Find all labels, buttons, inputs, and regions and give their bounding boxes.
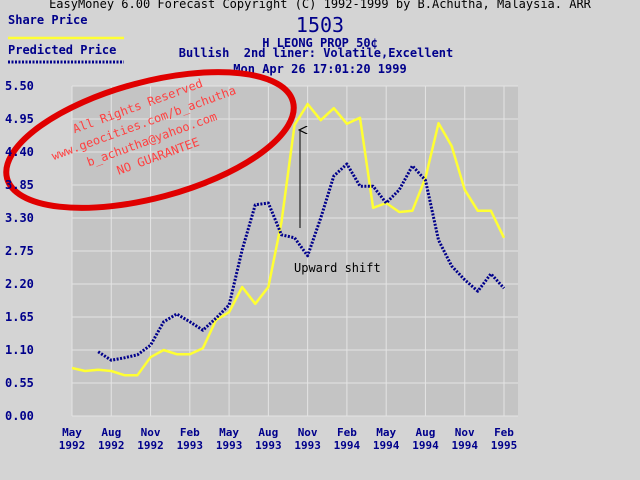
- stamp: [3, 69, 297, 211]
- legend-label: Share Price: [8, 13, 87, 27]
- x-tick-label: May 1992: [58, 426, 86, 452]
- header: EasyMoney 6.00 Forecast Copyright (C) 19…: [49, 0, 592, 11]
- subtitle: H LEONG PROP 50¢: [262, 36, 378, 50]
- y-tick-label: 0.00: [5, 409, 34, 423]
- x-tick-label: Feb 1994: [333, 426, 361, 452]
- x-tick-label: Aug 1994: [412, 426, 439, 452]
- legend-label: Predicted Price: [8, 43, 116, 57]
- x-tick-label: May 1993: [215, 426, 243, 452]
- y-tick-label: 0.55: [5, 376, 34, 390]
- stamp-ellipse: [3, 69, 297, 211]
- subtitle: Mon Apr 26 17:01:20 1999: [233, 62, 406, 76]
- x-tick-label: Nov 1993: [294, 426, 321, 452]
- x-tick-label: Feb 1995: [490, 426, 518, 452]
- x-tick-label: Aug 1993: [255, 426, 282, 452]
- x-tick-label: Nov 1992: [137, 426, 164, 452]
- annotation: Upward shift: [294, 261, 381, 275]
- y-tick-label: 5.50: [5, 79, 34, 93]
- subtitle: Bullish 2nd liner: Volatile,Excellent: [179, 46, 454, 60]
- y-tick-label: 4.40: [5, 145, 34, 159]
- y-tick-label: 4.95: [5, 112, 34, 126]
- series-line: [97, 162, 506, 362]
- y-tick-label: 2.75: [5, 244, 34, 258]
- chart-title: 1503: [296, 13, 344, 37]
- y-tick-label: 3.30: [5, 211, 34, 225]
- x-tick-label: Aug 1992: [98, 426, 125, 452]
- y-tick-label: 3.85: [5, 178, 34, 192]
- y-tick-label: 2.20: [5, 277, 34, 291]
- series-line: [71, 102, 506, 377]
- x-tick-label: May 1994: [372, 426, 400, 452]
- x-tick-label: Feb 1993: [176, 426, 204, 452]
- y-tick-label: 1.10: [5, 343, 34, 357]
- x-tick-label: Nov 1994: [451, 426, 478, 452]
- y-tick-label: 1.65: [5, 310, 34, 324]
